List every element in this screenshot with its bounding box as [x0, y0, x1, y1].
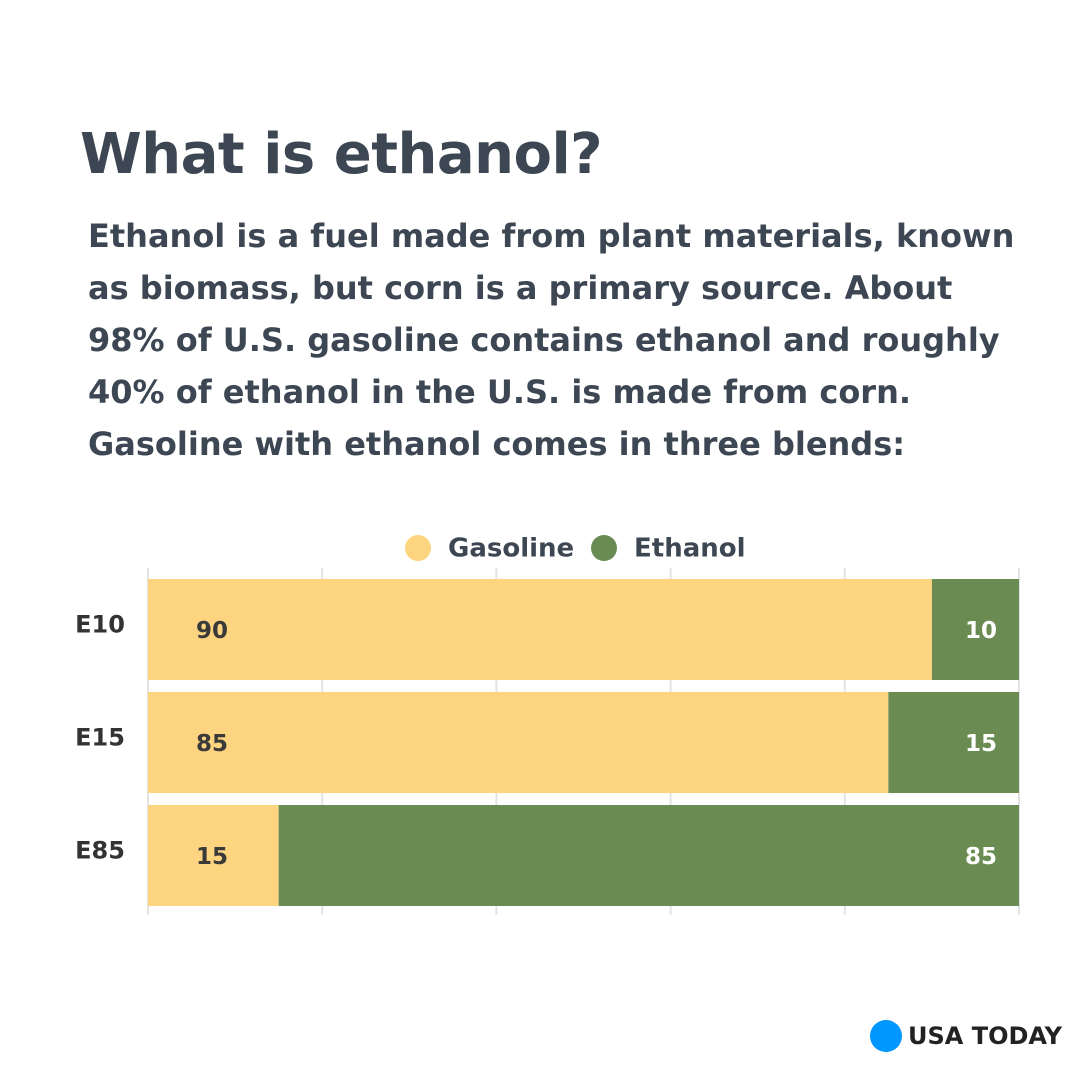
- bar-segment: [931, 579, 1019, 680]
- legend-swatch: [405, 535, 431, 561]
- value-label: 10: [965, 618, 997, 644]
- brand-dot: [870, 1020, 902, 1052]
- y-tick-label: E10: [75, 611, 125, 639]
- value-label: 85: [196, 731, 228, 757]
- chart-subtitle: Ethanol is a fuel made from plant materi…: [88, 217, 1015, 463]
- legend-swatch: [591, 535, 617, 561]
- bar-segment: [278, 805, 1019, 906]
- value-label: 15: [965, 731, 997, 757]
- value-label: 90: [196, 618, 228, 644]
- value-label: 15: [196, 844, 228, 870]
- y-tick-label: E85: [75, 837, 125, 865]
- bar-segment: [148, 805, 279, 906]
- bar-segment: [888, 692, 1019, 793]
- bar-segment: [148, 579, 932, 680]
- chart-title: What is ethanol?: [80, 122, 603, 187]
- source: USA TODAY: [908, 1022, 1063, 1050]
- bar-segment: [148, 692, 889, 793]
- y-tick-label: E15: [75, 724, 125, 752]
- value-label: 85: [965, 844, 997, 870]
- legend-label: Ethanol: [634, 534, 746, 564]
- legend-label: Gasoline: [448, 534, 574, 564]
